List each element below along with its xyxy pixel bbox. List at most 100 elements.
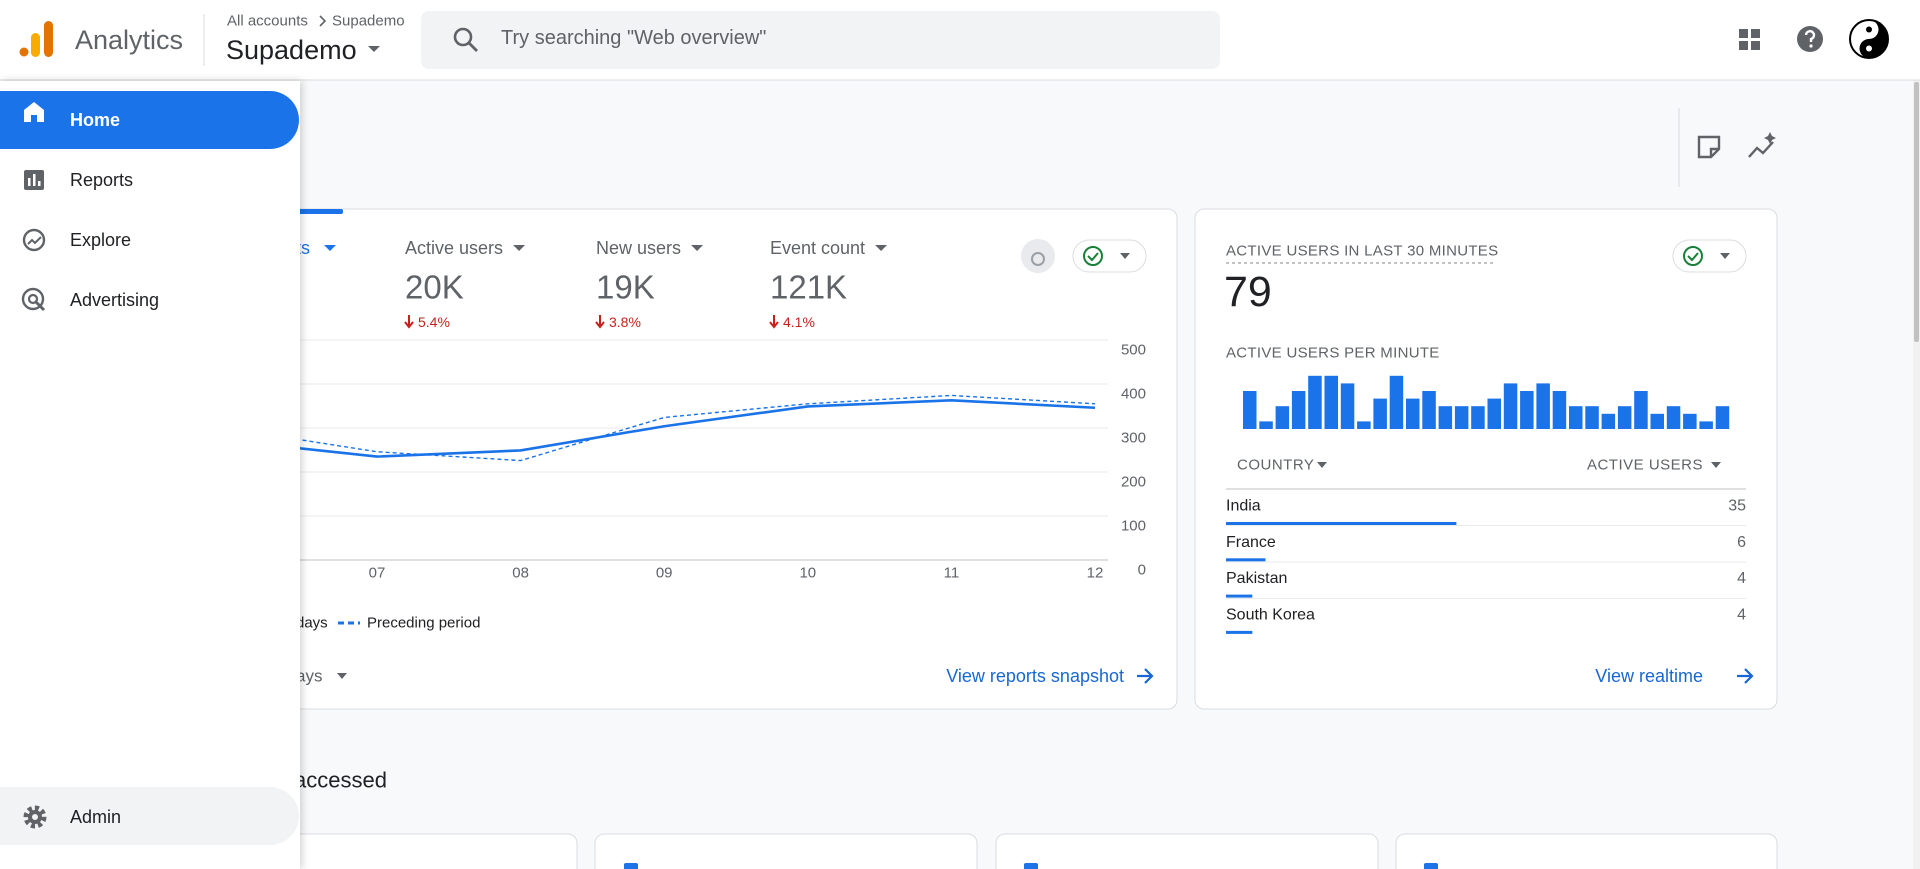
metric-value: 20K — [405, 269, 464, 306]
help-button[interactable] — [1797, 26, 1823, 52]
nav-item[interactable]: Advertising — [70, 290, 159, 310]
country-name[interactable]: South Korea — [1226, 606, 1315, 623]
breadcrumb[interactable]: Supademo — [332, 13, 405, 30]
link[interactable]: View reports snapshot — [946, 666, 1124, 686]
dropdown-caret[interactable] — [1711, 462, 1721, 468]
search-box[interactable] — [421, 11, 1220, 69]
metric-value: 19K — [596, 269, 655, 306]
dropdown-caret[interactable] — [875, 245, 888, 251]
bar[interactable] — [1275, 406, 1290, 429]
card-icon — [1424, 863, 1438, 869]
country-name[interactable]: France — [1226, 534, 1276, 551]
bar[interactable] — [1666, 406, 1681, 429]
bar[interactable] — [1471, 406, 1485, 429]
bar[interactable] — [1503, 383, 1518, 429]
status-icon — [1083, 246, 1103, 266]
date-range[interactable]: ays — [296, 667, 322, 686]
country-name[interactable]: India — [1226, 498, 1261, 515]
bar[interactable] — [1617, 406, 1632, 429]
nav-admin-pill[interactable] — [0, 787, 299, 845]
insights-button[interactable] — [1748, 132, 1776, 158]
bar[interactable] — [1585, 406, 1599, 429]
bar[interactable] — [1291, 391, 1306, 429]
bar[interactable] — [1552, 391, 1567, 429]
bar[interactable] — [1715, 406, 1730, 429]
bar[interactable] — [1699, 421, 1713, 429]
nav-active-pill[interactable] — [0, 91, 299, 149]
link[interactable]: View realtime — [1595, 666, 1703, 686]
bar[interactable] — [1389, 375, 1404, 429]
dropdown-caret[interactable] — [1120, 253, 1130, 259]
x-tick-label: 12 — [1087, 565, 1104, 582]
share-bar — [1226, 558, 1266, 562]
bar[interactable] — [1340, 383, 1355, 429]
annotation-button[interactable] — [1697, 135, 1721, 159]
status-icon — [1683, 246, 1703, 266]
x-tick-label: 07 — [369, 565, 386, 582]
metric-label[interactable]: New users — [596, 238, 681, 258]
bar[interactable] — [1683, 413, 1697, 429]
bar[interactable] — [1406, 398, 1420, 429]
bar[interactable] — [1373, 398, 1387, 429]
scrollbar-thumb[interactable] — [1914, 82, 1919, 342]
country-table: India 35 France 6 Pakistan 4 South Korea 4 — [1226, 488, 1746, 634]
section-title: ACTIVE USERS PER MINUTE — [1226, 345, 1440, 362]
bar[interactable] — [1520, 391, 1534, 429]
y-tick-label: 0 — [1138, 562, 1146, 579]
dropdown-caret[interactable] — [368, 46, 380, 52]
bar[interactable] — [1487, 398, 1502, 429]
bar[interactable] — [1324, 375, 1339, 429]
x-tick-label: 08 — [512, 565, 529, 582]
bar[interactable] — [1438, 406, 1453, 429]
nav-item[interactable]: Home — [70, 110, 120, 130]
nav-icon — [24, 170, 44, 190]
bar[interactable] — [1569, 406, 1583, 429]
breadcrumb-separator — [319, 15, 327, 27]
nav-item[interactable]: Reports — [70, 170, 133, 190]
dropdown-caret[interactable] — [324, 245, 336, 251]
dropdown-caret[interactable] — [337, 673, 347, 679]
bar[interactable] — [1259, 421, 1273, 429]
nav-item[interactable]: Admin — [70, 807, 121, 827]
breadcrumb[interactable]: All accounts — [227, 13, 308, 30]
y-tick-label: 200 — [1121, 474, 1146, 491]
search-placeholder[interactable]: Try searching "Web overview" — [501, 27, 766, 49]
recent-card[interactable] — [1395, 833, 1778, 869]
series-line — [233, 398, 1096, 458]
metric-label[interactable]: Active users — [405, 238, 503, 258]
metric-label[interactable]: Event count — [770, 238, 865, 258]
search-icon — [453, 27, 473, 47]
link-arrow[interactable] — [1737, 668, 1754, 684]
bar[interactable] — [1308, 375, 1322, 429]
bar[interactable] — [1454, 406, 1469, 429]
dropdown-caret[interactable] — [1720, 253, 1730, 259]
avatar[interactable] — [1849, 19, 1889, 59]
dropdown-caret[interactable] — [1317, 462, 1327, 468]
trend-arrow — [769, 315, 779, 329]
realtime-value: 79 — [1224, 268, 1272, 316]
country-name[interactable]: Pakistan — [1226, 570, 1287, 587]
column-header[interactable]: ACTIVE USERS — [1587, 457, 1703, 474]
bar[interactable] — [1650, 413, 1665, 429]
recent-card[interactable] — [995, 833, 1379, 869]
bar[interactable] — [1243, 391, 1257, 429]
bar[interactable] — [1422, 391, 1436, 429]
nav-item[interactable]: Explore — [70, 230, 131, 250]
bar[interactable] — [1634, 391, 1648, 429]
y-tick-label: 300 — [1121, 430, 1146, 447]
dropdown-caret[interactable] — [513, 245, 526, 251]
apps-button[interactable] — [1739, 29, 1760, 50]
bar[interactable] — [1357, 421, 1371, 429]
bar[interactable] — [1536, 383, 1550, 429]
column-header[interactable]: COUNTRY — [1237, 457, 1314, 474]
property-name[interactable]: Supademo — [226, 35, 357, 65]
bar[interactable] — [1601, 413, 1616, 429]
nav-icon — [22, 228, 46, 252]
logo[interactable] — [19, 21, 54, 57]
dropdown-caret[interactable] — [691, 245, 704, 251]
status-check — [1087, 252, 1099, 262]
benchmark-icon[interactable] — [1021, 239, 1055, 273]
recent-card[interactable] — [594, 833, 978, 869]
link-arrow[interactable] — [1137, 668, 1154, 684]
